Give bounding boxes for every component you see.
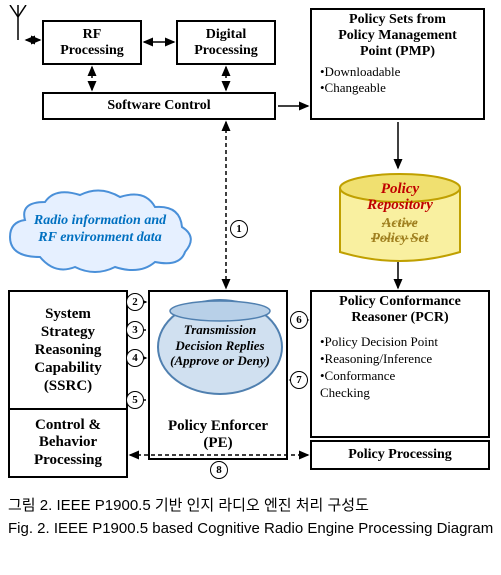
num-2: 2	[126, 293, 144, 311]
radio-info-cloud: Radio information and RF environment dat…	[10, 195, 190, 265]
figure-caption: 그림 2. IEEE P1900.5 기반 인지 라디오 엔진 처리 구성도 F…	[8, 495, 493, 540]
num-1: 1	[230, 220, 248, 238]
num-5: 5	[126, 391, 144, 409]
cloud-label: Radio information and RF environment dat…	[34, 213, 166, 247]
num-3: 3	[126, 321, 144, 339]
caption-ko: 그림 2. IEEE P1900.5 기반 인지 라디오 엔진 처리 구성도	[8, 495, 493, 518]
num-6: 6	[290, 311, 308, 329]
num-8: 8	[210, 461, 228, 479]
num-4: 4	[126, 349, 144, 367]
caption-en: Fig. 2. IEEE P1900.5 based Cognitive Rad…	[8, 518, 493, 541]
num-7: 7	[290, 371, 308, 389]
